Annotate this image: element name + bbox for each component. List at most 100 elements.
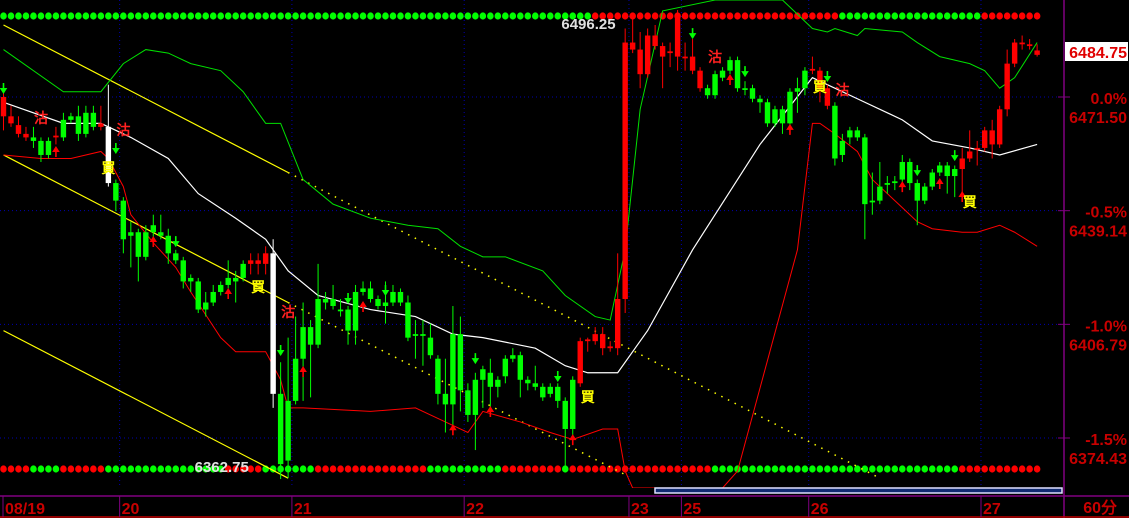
candle (967, 130, 973, 162)
candle (749, 84, 756, 103)
trend-dot (644, 465, 651, 473)
trend-dot (839, 465, 846, 473)
trend-dot (97, 465, 105, 473)
timeframe-label[interactable]: 60分 (1083, 499, 1117, 517)
candle-body (412, 334, 419, 336)
candle-body (532, 383, 538, 387)
trend-dot (884, 465, 891, 473)
trend-dot (22, 465, 30, 473)
trend-dot (854, 12, 861, 20)
trend-dot (494, 12, 502, 20)
candle (0, 91, 7, 131)
trend-dot (726, 12, 734, 20)
trend-dot (659, 12, 666, 20)
trend-dot (801, 12, 809, 20)
candle-body (1004, 63, 1010, 110)
trend-dot (913, 12, 921, 20)
trend-dot (749, 465, 756, 473)
candle (802, 67, 808, 96)
trend-dot (599, 12, 606, 20)
trend-dot-rows (0, 12, 1041, 473)
trend-dot (741, 465, 749, 473)
candle-body (719, 70, 726, 78)
trend-dot (779, 12, 786, 20)
candle-body (450, 334, 456, 405)
trend-dot (891, 12, 899, 20)
candle (884, 176, 891, 194)
candle-body (405, 302, 411, 338)
trend-dot (1033, 465, 1041, 473)
candle (397, 288, 404, 307)
trend-dot (794, 12, 801, 20)
sell-signal-label: 沽 (116, 122, 130, 139)
trend-dot (839, 12, 846, 20)
trend-dot (60, 12, 67, 20)
trend-dot (164, 465, 172, 473)
buy-signal-label: 買 (813, 80, 828, 96)
trend-dot (209, 12, 217, 20)
candle-body (974, 147, 980, 150)
trend-dot (232, 12, 239, 20)
trend-dot (816, 12, 824, 20)
horizontal-scrollbar[interactable] (654, 487, 1063, 494)
candle-body (952, 169, 958, 177)
candle-body (779, 109, 786, 124)
trend-dot (449, 12, 457, 20)
candle (30, 126, 37, 148)
candle (195, 277, 201, 314)
trend-dot (846, 465, 854, 473)
trend-dot (771, 465, 779, 473)
trend-dot (127, 465, 135, 473)
trend-dot (457, 465, 464, 473)
candle (570, 376, 576, 437)
candle-body (270, 253, 276, 394)
moving-average-line (3, 76, 1038, 374)
trend-dot (82, 12, 90, 20)
down-arrow-icon (171, 236, 180, 248)
trend-dot (651, 12, 659, 20)
trend-dot (472, 465, 479, 473)
candle-body (600, 334, 606, 349)
trend-dot (412, 465, 419, 473)
sell-signal-label: 沽 (34, 110, 48, 127)
trend-dot (599, 465, 606, 473)
trend-dot (457, 12, 464, 20)
candle-body (540, 386, 546, 398)
candle (697, 67, 703, 92)
candle (225, 260, 231, 289)
candle-body (570, 379, 576, 429)
x-tick-label: 27 (983, 501, 1001, 518)
candle (240, 260, 246, 282)
candle-body (30, 137, 37, 141)
trend-dot (262, 12, 269, 20)
trend-dot (704, 465, 711, 473)
trend-dot (1011, 12, 1018, 20)
trend-dot (254, 12, 262, 20)
trend-dot (584, 465, 592, 473)
trend-dot (314, 12, 322, 20)
trend-dot (569, 12, 577, 20)
trend-dot (382, 12, 389, 20)
candle (644, 28, 651, 78)
candle-body (173, 253, 179, 261)
candle (315, 263, 321, 349)
trend-dot (546, 12, 554, 20)
low-price-label: 6362.75 (195, 459, 249, 476)
candle (173, 249, 179, 264)
trend-dot (869, 12, 876, 20)
trend-dot (928, 465, 936, 473)
trend-dot (367, 12, 374, 20)
trend-dot (928, 12, 936, 20)
trend-dot (913, 465, 921, 473)
candle (562, 397, 568, 472)
candle-body (794, 88, 801, 92)
trend-dot (973, 12, 981, 20)
trend-dot (209, 465, 217, 473)
x-tick-label: 21 (294, 501, 312, 518)
candle-body (247, 260, 254, 264)
trend-dot (45, 465, 52, 473)
down-arrow-icon (0, 82, 8, 94)
candle-body (218, 284, 224, 292)
trend-dot (307, 12, 314, 20)
candle-body (457, 334, 464, 391)
